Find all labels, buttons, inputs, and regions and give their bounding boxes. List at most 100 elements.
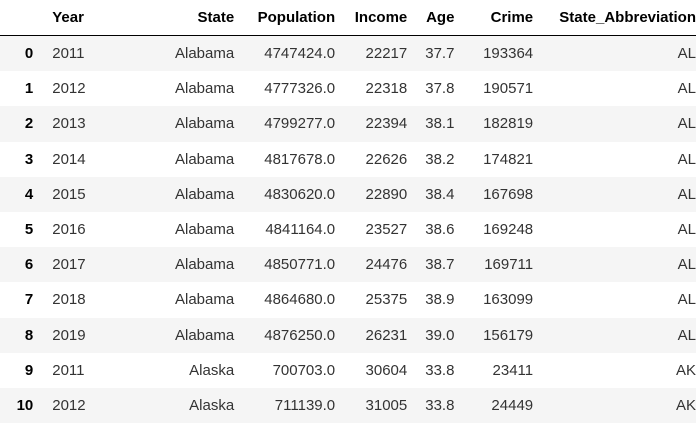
cell-state-abbreviation: AL [677,221,696,239]
row-index: 6 [24,256,34,274]
cell-population: 4777326.0 [264,80,336,98]
header-row: Year State Population Income Age Crime S… [0,0,696,36]
row-index: 5 [24,221,34,239]
table-body: 0 2011 Alabama 4747424.0 22217 37.7 193364 AL 1 2… [0,35,696,424]
cell-state-abbreviation: AK [675,361,696,379]
row-index: 9 [24,361,34,379]
cell-crime: 169711 [484,256,534,274]
column-header-state: State [104,0,235,36]
cell-age: 38.6 [425,221,455,239]
cell-population: 4817678.0 [264,150,336,168]
cell-income: 31005 [365,396,408,414]
cell-population: 4799277.0 [264,115,336,133]
cell-state: Alabama [175,115,235,133]
cell-year: 2014 [52,150,86,168]
cell-year: 2011 [52,361,85,379]
cell-crime: 24449 [491,396,534,414]
cell-income: 25375 [365,291,408,309]
cell-state: Alabama [175,221,235,239]
cell-income: 22890 [365,185,408,203]
cell-state: Alabama [175,185,235,203]
cell-age: 38.7 [425,256,455,274]
row-index: 7 [24,291,34,309]
cell-income: 24476 [365,256,408,274]
row-index: 0 [24,45,34,63]
table-row: 2 2013 Alabama 4799277.0 22394 38.1 182819 AL [0,106,696,142]
cell-income: 22217 [365,45,408,63]
cell-age: 33.8 [425,361,455,379]
cell-state: Alaska [189,396,235,414]
cell-income: 22394 [365,115,408,133]
cell-population: 4747424.0 [264,45,336,63]
cell-year: 2011 [52,45,85,63]
cell-state-abbreviation: AL [677,115,696,133]
table-row: 4 2015 Alabama 4830620.0 22890 38.4 167698 AL [0,176,696,212]
cell-crime: 156179 [483,326,534,344]
cell-crime: 23411 [492,361,534,379]
cell-income: 30604 [365,361,408,379]
cell-income: 22318 [365,80,408,98]
table-row: 9 2011 Alaska 700703.0 30604 33.8 23411 AK [0,352,696,388]
cell-state: Alabama [175,256,235,274]
cell-population: 711139.0 [274,396,336,414]
column-header-population: Population [234,0,336,36]
row-index: 4 [24,185,34,203]
cell-age: 33.8 [425,396,455,414]
cell-state: Alabama [175,291,235,309]
cell-year: 2012 [52,80,86,98]
cell-state-abbreviation: AL [677,185,696,203]
cell-state-abbreviation: AL [677,45,696,63]
cell-population: 4830620.0 [264,185,336,203]
cell-state: Alabama [175,45,235,63]
row-index: 3 [24,150,34,168]
cell-state-abbreviation: AL [677,256,696,274]
cell-age: 39.0 [425,326,455,344]
column-header-crime: Crime [454,0,534,36]
cell-state-abbreviation: AL [677,150,696,168]
cell-age: 37.7 [425,45,455,63]
cell-crime: 174821 [483,150,534,168]
table-row: 0 2011 Alabama 4747424.0 22217 37.7 193364 AL [0,35,696,72]
cell-age: 38.9 [425,291,455,309]
column-header-income: Income [335,0,408,36]
cell-population: 4876250.0 [264,326,336,344]
cell-year: 2015 [52,185,86,203]
cell-state-abbreviation: AL [677,80,696,98]
cell-state: Alabama [175,80,235,98]
row-index: 1 [24,80,34,98]
row-index: 8 [24,326,34,344]
cell-age: 38.2 [425,150,455,168]
cell-age: 38.4 [425,185,455,203]
cell-income: 26231 [365,326,408,344]
cell-age: 37.8 [425,80,455,98]
column-header-year: Year [33,0,105,36]
cell-year: 2016 [52,221,86,239]
cell-state-abbreviation: AL [677,291,696,309]
index-header [0,0,34,36]
table-row: 8 2019 Alabama 4876250.0 26231 39.0 156179 AL [0,317,696,353]
cell-age: 38.1 [425,115,455,133]
cell-crime: 163099 [483,291,534,309]
cell-year: 2019 [52,326,86,344]
column-header-age: Age [407,0,455,36]
cell-state: Alabama [175,150,235,168]
cell-population: 4841164.0 [265,221,336,239]
cell-state-abbreviation: AK [675,396,696,414]
cell-population: 4864680.0 [264,291,336,309]
cell-year: 2013 [52,115,86,133]
table-row: 1 2012 Alabama 4777326.0 22318 37.8 190571 AL [0,71,696,107]
cell-population: 700703.0 [272,361,336,379]
table-row: 5 2016 Alabama 4841164.0 23527 38.6 169248 AL [0,211,696,248]
row-index: 10 [16,396,34,414]
row-index: 2 [24,115,34,133]
cell-state: Alabama [175,326,235,344]
table-row: 10 2012 Alaska 711139.0 31005 33.8 24449 AK [0,387,696,424]
cell-crime: 169248 [483,221,534,239]
cell-state: Alaska [189,361,235,379]
cell-year: 2018 [52,291,86,309]
cell-crime: 182819 [483,115,534,133]
cell-income: 22626 [365,150,408,168]
cell-year: 2012 [52,396,86,414]
cell-income: 23527 [365,221,408,239]
